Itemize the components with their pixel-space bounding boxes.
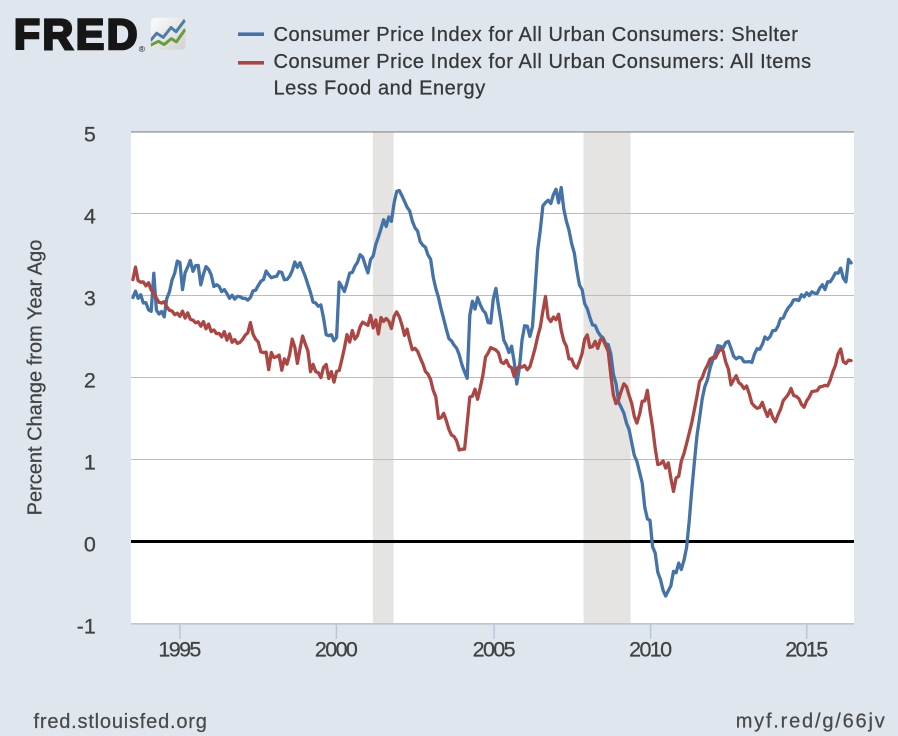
- svg-text:®: ®: [139, 44, 146, 54]
- svg-text:0: 0: [84, 532, 96, 556]
- svg-text:Consumer Price Index for All U: Consumer Price Index for All Urban Consu…: [274, 24, 799, 46]
- svg-text:2010: 2010: [629, 637, 672, 661]
- svg-text:FRED: FRED: [14, 12, 140, 59]
- svg-text:1995: 1995: [158, 637, 201, 661]
- svg-text:4: 4: [84, 204, 96, 228]
- svg-text:2005: 2005: [473, 637, 516, 661]
- svg-text:2: 2: [84, 368, 96, 392]
- svg-text:3: 3: [84, 286, 96, 310]
- svg-text:Consumer Price Index for All U: Consumer Price Index for All Urban Consu…: [274, 51, 812, 73]
- svg-text:2000: 2000: [315, 637, 358, 661]
- svg-text:1: 1: [84, 450, 96, 474]
- svg-text:Percent Change from Year Ago: Percent Change from Year Ago: [25, 240, 47, 516]
- svg-text:5: 5: [84, 122, 96, 146]
- svg-text:-1: -1: [77, 614, 96, 638]
- svg-text:Less Food and Energy: Less Food and Energy: [274, 78, 486, 100]
- svg-text:fred.stlouisfed.org: fred.stlouisfed.org: [34, 711, 208, 733]
- svg-text:myf.red/g/66jv: myf.red/g/66jv: [736, 711, 887, 733]
- svg-text:2015: 2015: [785, 637, 828, 661]
